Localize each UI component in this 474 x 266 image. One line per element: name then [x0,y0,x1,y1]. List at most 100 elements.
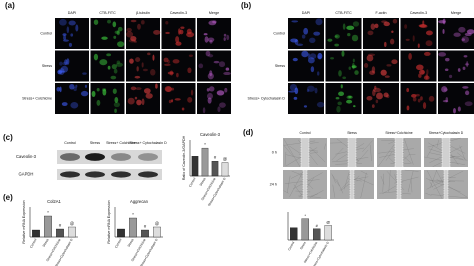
scratch-gap [301,138,309,167]
cell-signal [347,32,351,37]
cell-signal [466,29,474,35]
cell-signal [209,39,213,44]
cell-signal [187,96,193,103]
cell-signal [353,105,356,108]
column-header: Stress+Colchicine [385,131,412,135]
cell-signal [165,20,169,25]
significance-mark: @ [326,219,330,224]
texture [298,195,321,198]
cell-signal [207,97,212,104]
cell-signal [314,87,318,94]
cell-signal [426,69,429,75]
cell-signal [342,76,347,80]
cell-signal [126,27,132,33]
texture [332,175,336,184]
texture [332,184,336,198]
column-header: β-tubulin [136,11,150,15]
cell-signal [310,66,315,73]
chart-title: Caveolin-3 [200,132,221,137]
cell-signal [62,39,69,42]
cell-signal [207,92,213,100]
cell-signal [126,31,134,38]
scratch-gap [395,138,403,167]
cell-signal [406,105,410,111]
cell-signal [96,88,100,92]
lane-label: Stress+ Colchicine [106,141,136,145]
cell-signal [391,30,394,34]
cell-signal [224,87,228,93]
cell-signal [207,37,215,43]
cell-signal [335,97,340,100]
cell-signal [75,84,78,88]
cell-signal [61,102,68,107]
cell-signal [462,66,466,70]
texture [436,139,439,148]
cell-signal [66,26,70,34]
cell-signal [464,90,470,96]
cell-signal [442,18,446,25]
cell-signal [363,63,369,68]
cell-signal [309,37,316,44]
cell-signal [209,70,213,77]
cell-signal [116,60,121,64]
cell-signal [213,60,220,64]
cell-signal [383,21,390,27]
cell-signal [134,75,141,79]
cell-signal [341,50,345,57]
cell-signal [208,54,214,58]
cell-signal [171,87,175,91]
texture [356,149,369,164]
texture [332,160,351,163]
x-tick-label: Control [287,241,295,252]
cell-signal [117,41,125,48]
cell-signal [217,106,221,113]
column-header: DAPI [68,11,76,15]
cell-signal [422,102,427,110]
cell-signal [417,98,421,103]
column-header: Control [300,131,311,135]
cell-signal [223,37,226,41]
cell-signal [307,85,315,92]
x-tick-label: Stress [42,238,50,248]
scratch-gap [303,170,307,199]
column-header: CTB-FITC [99,11,116,15]
micrograph [197,50,231,82]
cell-signal [111,64,117,70]
blot-band [111,153,131,161]
cell-signal [58,70,66,73]
cell-signal [443,88,448,92]
cell-signal [334,35,338,38]
texture [426,178,461,193]
cell-signal [164,85,172,93]
cell-signal [303,27,309,35]
cell-signal [145,93,153,99]
cell-signal [290,38,298,43]
cell-signal [216,90,225,96]
cell-signal [461,38,465,41]
cell-signal [464,101,473,107]
x-tick-label: Control [114,238,123,249]
cell-signal [207,72,214,80]
texture [404,169,419,172]
cell-signal [445,97,449,103]
cell-signal [114,108,117,113]
cell-signal [212,20,217,24]
cell-signal [337,101,342,106]
panel-label: (e) [3,193,13,202]
scratch-gap [444,170,448,199]
cell-signal [82,72,87,75]
cell-signal [130,19,137,23]
cell-signal [115,62,123,67]
cell-signal [62,61,68,66]
cell-signal [181,107,185,111]
cell-signal [135,57,141,62]
x-tick-label: Stress [127,238,135,248]
row-label: 0 h [272,151,277,155]
cell-signal [354,70,359,75]
cell-signal [107,65,111,70]
cell-signal [63,35,67,41]
cell-signal [419,24,428,29]
column-header: Caveolin-3 [170,11,187,15]
significance-mark: @ [70,221,74,226]
cell-signal [225,67,230,71]
